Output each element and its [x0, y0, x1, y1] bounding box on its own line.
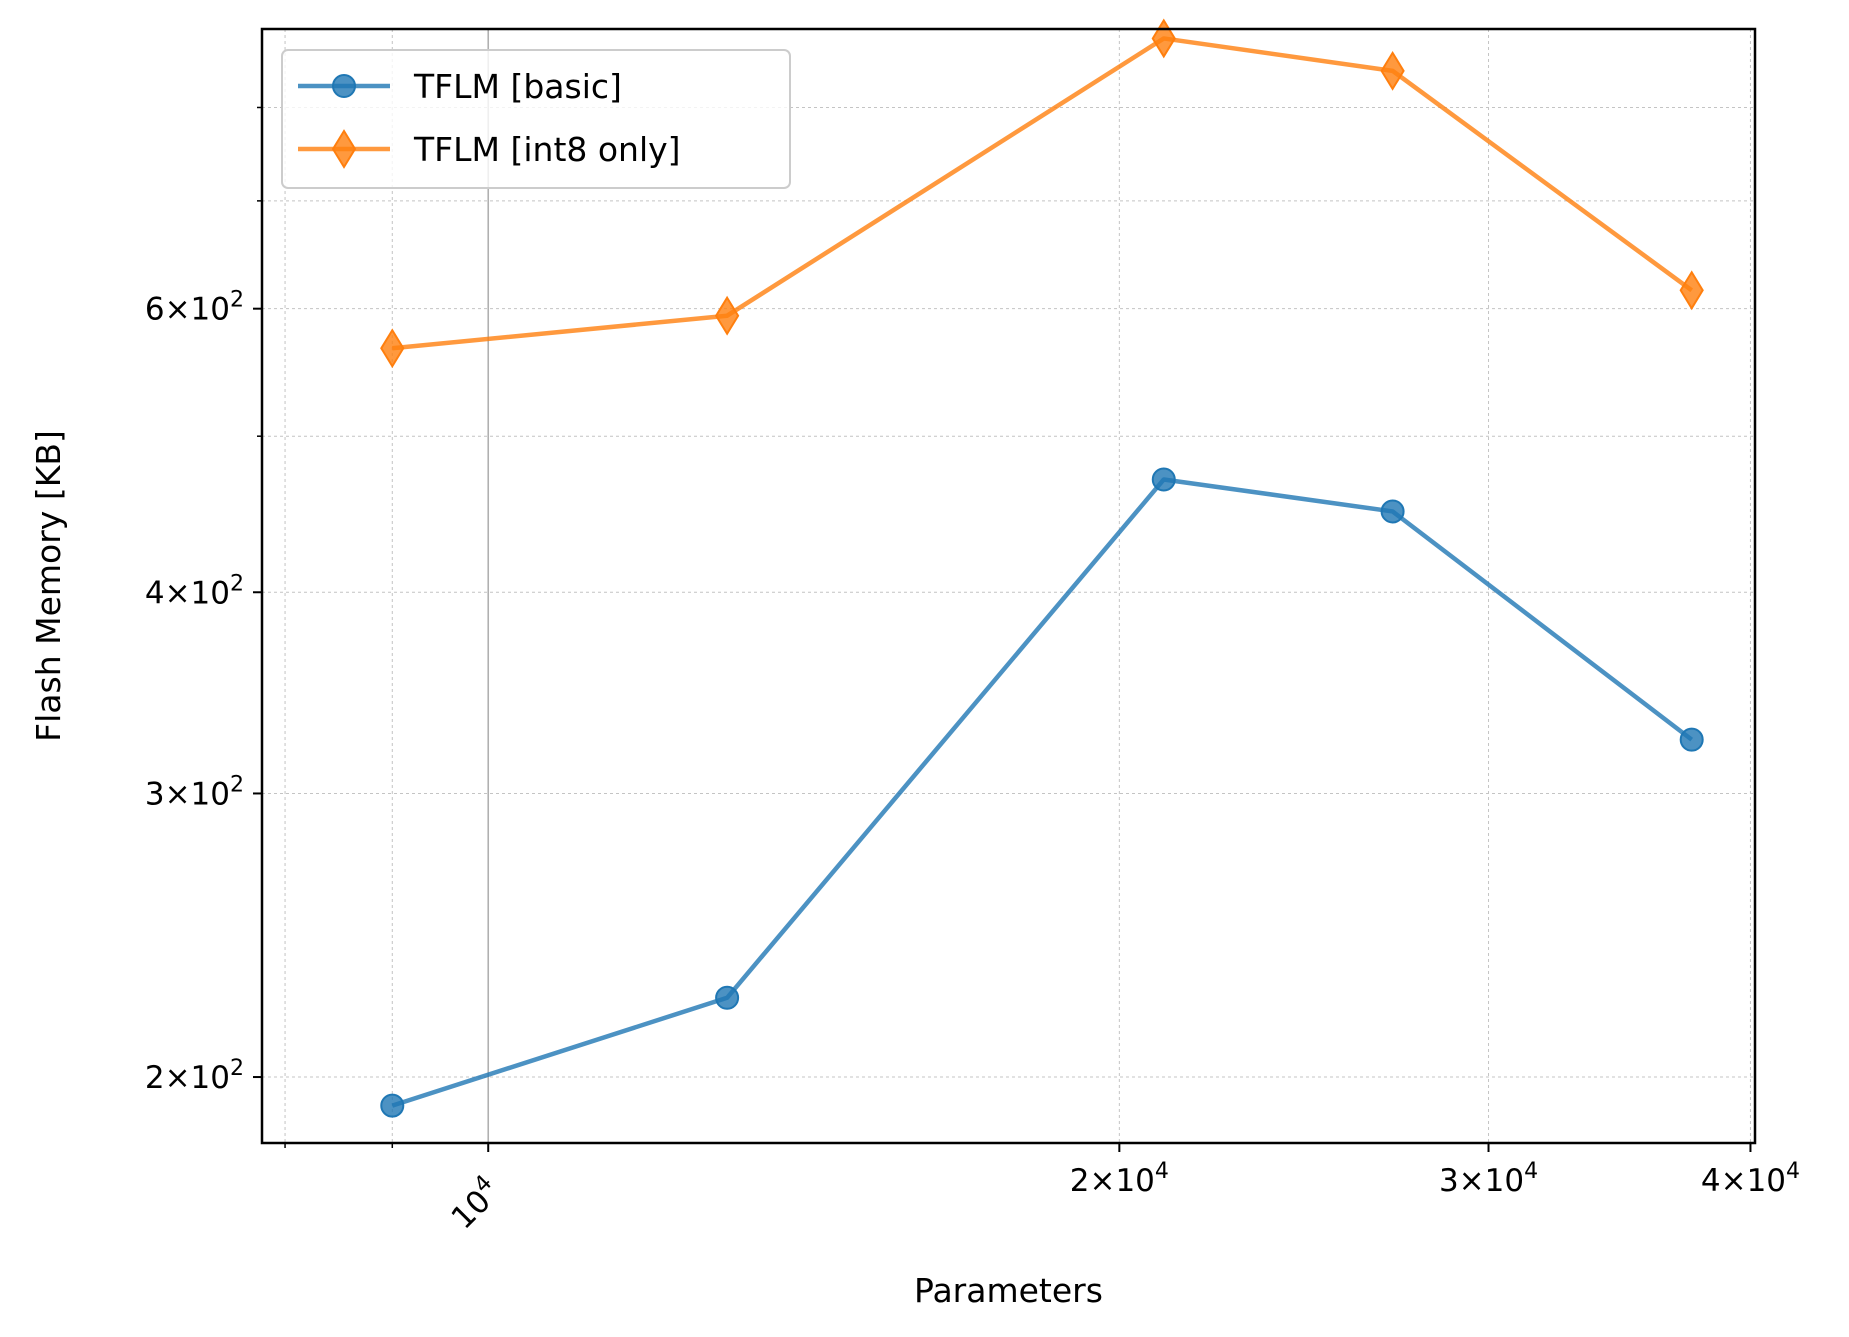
data-point	[380, 328, 405, 369]
legend-label: TFLM [basic]	[413, 67, 622, 106]
legend-entry: TFLM [basic]	[298, 67, 622, 106]
series-layer	[380, 18, 1704, 1118]
x-tick-label: 4×104	[1701, 1159, 1800, 1199]
data-point	[380, 1093, 405, 1118]
data-point	[1151, 18, 1176, 59]
y-tick-label: 3×102	[145, 772, 244, 812]
data-point	[715, 985, 740, 1010]
legend-marker	[331, 129, 357, 169]
legend-box	[281, 49, 791, 189]
legend-marker	[332, 74, 356, 98]
x-tick-label: 2×104	[1070, 1159, 1169, 1199]
y-axis-label: Flash Memory [KB]	[29, 430, 68, 742]
data-point	[1380, 499, 1405, 524]
data-point	[1380, 50, 1405, 91]
data-point	[1151, 467, 1176, 492]
x-tick-label: 3×104	[1439, 1159, 1538, 1199]
data-point	[1679, 270, 1704, 311]
data-point	[1679, 727, 1704, 752]
y-tick-label: 6×102	[145, 288, 244, 328]
plot-frame	[260, 27, 1757, 1145]
legend-label: TFLM [int8 only]	[413, 130, 681, 169]
legend-entry: TFLM [int8 only]	[298, 129, 681, 169]
y-tick-label: 2×102	[145, 1056, 244, 1096]
data-point	[714, 295, 740, 336]
x-axis-label: Parameters	[914, 1271, 1103, 1310]
labels: Parameters Flash Memory [KB]	[29, 430, 1103, 1310]
y-tick-label: 4×102	[145, 571, 244, 611]
legend: TFLM [basic] TFLM [int8 only]	[281, 49, 791, 189]
